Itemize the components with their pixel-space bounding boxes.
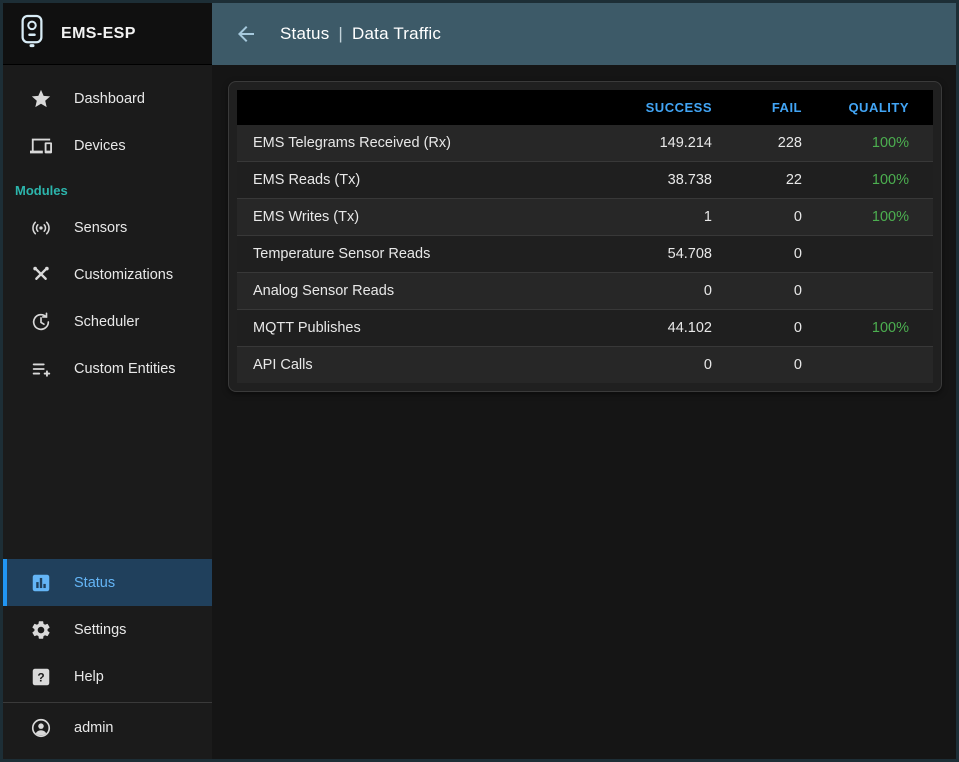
table-row: Temperature Sensor Reads 54.708 0 xyxy=(237,235,933,273)
table-row: API Calls 0 0 xyxy=(237,346,933,384)
row-fail: 228 xyxy=(728,125,818,162)
sidebar-item-status[interactable]: Status xyxy=(3,559,212,606)
modules-section-label: Modules xyxy=(15,183,68,198)
table-row: EMS Telegrams Received (Rx) 149.214 228 … xyxy=(237,125,933,162)
clock-icon xyxy=(29,310,53,334)
data-traffic-card: SUCCESS FAIL QUALITY EMS Telegrams Recei… xyxy=(228,81,942,392)
sidebar-item-label: Dashboard xyxy=(74,90,145,107)
help-icon: ? xyxy=(29,665,53,689)
sidebar-item-label: Settings xyxy=(74,621,127,638)
data-traffic-table: SUCCESS FAIL QUALITY EMS Telegrams Recei… xyxy=(237,90,933,383)
sidebar-item-sensors[interactable]: Sensors xyxy=(3,204,212,251)
sidebar-item-label: Customizations xyxy=(74,266,174,283)
row-success: 0 xyxy=(703,357,712,373)
playlist-add-icon xyxy=(29,357,53,381)
star-icon xyxy=(29,87,53,111)
row-quality xyxy=(818,235,933,273)
sidebar-divider xyxy=(3,702,212,703)
sidebar-item-label: admin xyxy=(74,720,114,736)
sidebar-item-custom-entities[interactable]: Custom Entities xyxy=(3,345,212,392)
row-name: Analog Sensor Reads xyxy=(237,272,598,310)
sidebar-item-label: Help xyxy=(74,668,104,685)
arrow-left-icon xyxy=(238,26,254,42)
row-quality: 100% xyxy=(818,309,933,347)
row-name: EMS Reads (Tx) xyxy=(237,161,598,199)
row-fail: 0 xyxy=(793,357,802,373)
row-success: 44.102 xyxy=(598,309,728,347)
sidebar-item-admin[interactable]: admin xyxy=(3,703,212,753)
row-fail: 22 xyxy=(728,161,818,199)
sidebar-item-label: Custom Entities xyxy=(74,360,176,377)
svg-text:?: ? xyxy=(37,670,44,684)
tools-icon xyxy=(29,263,53,287)
topbar: Status | Data Traffic xyxy=(212,3,956,65)
sensors-icon xyxy=(29,216,53,240)
account-icon xyxy=(29,716,53,740)
sidebar-item-dashboard[interactable]: Dashboard xyxy=(3,75,212,122)
bar-chart-icon xyxy=(29,571,53,595)
row-fail: 0 xyxy=(728,235,818,273)
row-fail: 0 xyxy=(728,272,818,310)
sidebar-item-scheduler[interactable]: Scheduler xyxy=(3,298,212,345)
sidebar-item-settings[interactable]: Settings xyxy=(3,606,212,653)
column-header-success: SUCCESS xyxy=(598,90,728,125)
column-header-fail: FAIL xyxy=(728,90,818,125)
row-quality: 100% xyxy=(818,161,933,199)
sidebar-bottom-nav: Status Settings ? Help xyxy=(3,549,212,759)
sidebar-spacer xyxy=(3,392,212,549)
row-name: MQTT Publishes xyxy=(237,309,598,347)
sidebar: EMS-ESP Dashboard Devices Modules xyxy=(3,3,212,759)
row-quality: 100% xyxy=(818,125,933,162)
row-name: EMS Telegrams Received (Rx) xyxy=(237,125,598,162)
row-success: 38.738 xyxy=(598,161,728,199)
sidebar-nav: Dashboard Devices Modules Sensors xyxy=(3,65,212,392)
row-quality xyxy=(818,272,933,310)
column-header-quality: QUALITY xyxy=(818,90,933,125)
row-name: Temperature Sensor Reads xyxy=(237,235,598,273)
sidebar-item-label: Devices xyxy=(74,137,126,154)
row-fail: 0 xyxy=(728,198,818,236)
row-name: API Calls xyxy=(253,357,313,373)
sidebar-item-devices[interactable]: Devices xyxy=(3,122,212,169)
app-header: EMS-ESP xyxy=(3,3,212,65)
row-success: 1 xyxy=(598,198,728,236)
sidebar-item-label: Scheduler xyxy=(74,313,140,330)
row-success: 54.708 xyxy=(598,235,728,273)
row-success: 149.214 xyxy=(598,125,728,162)
page-title: Status | Data Traffic xyxy=(280,24,441,44)
column-header-name xyxy=(237,90,598,125)
main-column: Status | Data Traffic SUCCESS FAIL QUALITY xyxy=(212,3,956,759)
row-fail: 0 xyxy=(728,309,818,347)
table-row: Analog Sensor Reads 0 0 xyxy=(237,272,933,310)
sidebar-item-help[interactable]: ? Help xyxy=(3,653,212,700)
sidebar-item-customizations[interactable]: Customizations xyxy=(3,251,212,298)
ems-esp-logo-icon xyxy=(17,13,47,54)
page-title-section: Status xyxy=(280,24,330,43)
table-row: MQTT Publishes 44.102 0 100% xyxy=(237,309,933,347)
back-button[interactable] xyxy=(230,18,262,50)
table-row: EMS Writes (Tx) 1 0 100% xyxy=(237,198,933,236)
page-title-subsection: Data Traffic xyxy=(352,24,442,43)
table-row: EMS Reads (Tx) 38.738 22 100% xyxy=(237,161,933,199)
row-quality: 100% xyxy=(818,198,933,236)
app-title: EMS-ESP xyxy=(61,24,136,42)
gear-icon xyxy=(29,618,53,642)
sidebar-footer-pad xyxy=(3,753,212,759)
sidebar-item-label: Sensors xyxy=(74,219,128,236)
content-area[interactable]: SUCCESS FAIL QUALITY EMS Telegrams Recei… xyxy=(212,65,956,759)
devices-icon xyxy=(29,134,53,158)
table-header: SUCCESS FAIL QUALITY xyxy=(237,90,933,125)
row-name: EMS Writes (Tx) xyxy=(237,198,598,236)
row-success: 0 xyxy=(598,272,728,310)
page-title-separator: | xyxy=(338,24,344,43)
row-quality xyxy=(818,347,933,384)
sidebar-item-label: Status xyxy=(74,574,116,591)
